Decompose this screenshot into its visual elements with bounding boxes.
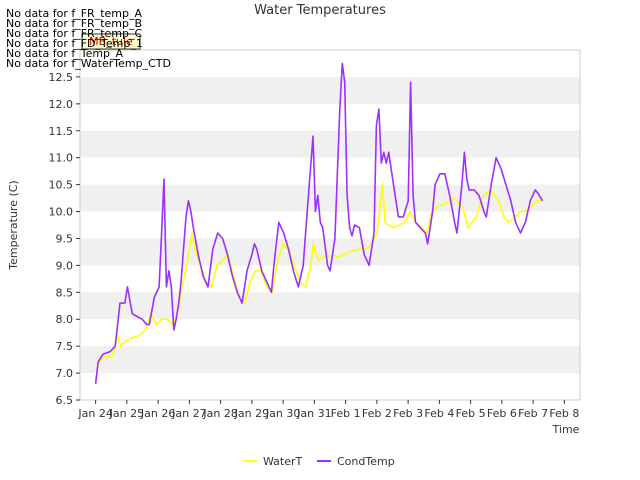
no-data-message-6: No data for f_WaterTemp_CTD <box>6 57 171 70</box>
x-axis-label: Time <box>552 423 580 436</box>
grid-band <box>80 346 580 374</box>
y-tick-label: 7.0 <box>56 367 74 380</box>
grid-band <box>80 292 580 320</box>
series-line-condtemp <box>94 62 544 384</box>
legend-label-watert: WaterT <box>263 455 303 468</box>
y-tick-label: 12.0 <box>49 98 74 111</box>
no-data-message-3: No data for f_FR_temp_C <box>6 27 143 40</box>
x-tick-label: Feb 4 <box>424 407 454 420</box>
x-tick-label: Feb 8 <box>549 407 579 420</box>
no-data-message-5: No data for f_Temp_A <box>6 47 124 60</box>
grid-band <box>80 184 580 212</box>
series-lines <box>94 62 544 384</box>
no-data-message-2: No data for f_FR_temp_B <box>6 17 143 30</box>
x-tick-label: Jan 27 <box>171 407 206 420</box>
y-tick-label: 9.0 <box>56 259 74 272</box>
x-tick-label: Feb 7 <box>518 407 548 420</box>
x-tick-label: Feb 1 <box>331 407 361 420</box>
badge-label: MB_tule <box>89 35 133 48</box>
y-axis: 6.5 7.0 7.5 8.0 8.5 9.0 9.5 10.0 10.5 11.0 11.5 12.… <box>49 71 80 407</box>
y-tick-label: 10.0 <box>49 206 74 219</box>
plot-area-frame <box>79 49 581 401</box>
x-tick-label: Feb 3 <box>393 407 423 420</box>
chart-title: Water Temperatures <box>254 3 386 18</box>
no-data-message-1: No data for f_FR_temp_A <box>6 7 142 20</box>
x-tick-label: Jan 24 <box>77 407 112 420</box>
y-tick-label: 8.0 <box>56 313 74 326</box>
grid-bands <box>80 76 580 374</box>
grid-band <box>80 238 580 266</box>
x-tick-label: Feb 5 <box>456 407 486 420</box>
y-tick-label: 11.5 <box>49 125 74 138</box>
y-tick-label: 9.5 <box>56 232 74 245</box>
legend: WaterT CondTemp <box>243 455 395 468</box>
x-tick-label: Jan 30 <box>265 407 300 420</box>
x-tick-label: Jan 26 <box>140 407 175 420</box>
legend-label-condtemp: CondTemp <box>337 455 395 468</box>
x-tick-label: Jan 31 <box>296 407 331 420</box>
y-tick-label: 6.5 <box>56 394 74 407</box>
x-tick-label: Jan 29 <box>234 407 269 420</box>
series-name-badge: MB_tule <box>81 33 141 50</box>
grid-band <box>80 76 580 104</box>
y-tick-label: 7.5 <box>56 340 74 353</box>
x-tick-label: Feb 2 <box>362 407 392 420</box>
y-axis-label: Temperature (C) <box>7 180 20 270</box>
grid-band <box>80 130 580 158</box>
y-tick-label: 8.5 <box>56 286 74 299</box>
y-tick-label: 11.0 <box>49 152 74 165</box>
x-tick-label: Jan 25 <box>109 407 144 420</box>
y-tick-label: 12.5 <box>49 71 74 84</box>
no-data-message-4: No data for f_FD_Temp_1 <box>6 37 143 50</box>
y-tick-label: 10.5 <box>49 179 74 192</box>
x-tick-label: Jan 28 <box>202 407 237 420</box>
x-tick-label: Feb 6 <box>487 407 517 420</box>
